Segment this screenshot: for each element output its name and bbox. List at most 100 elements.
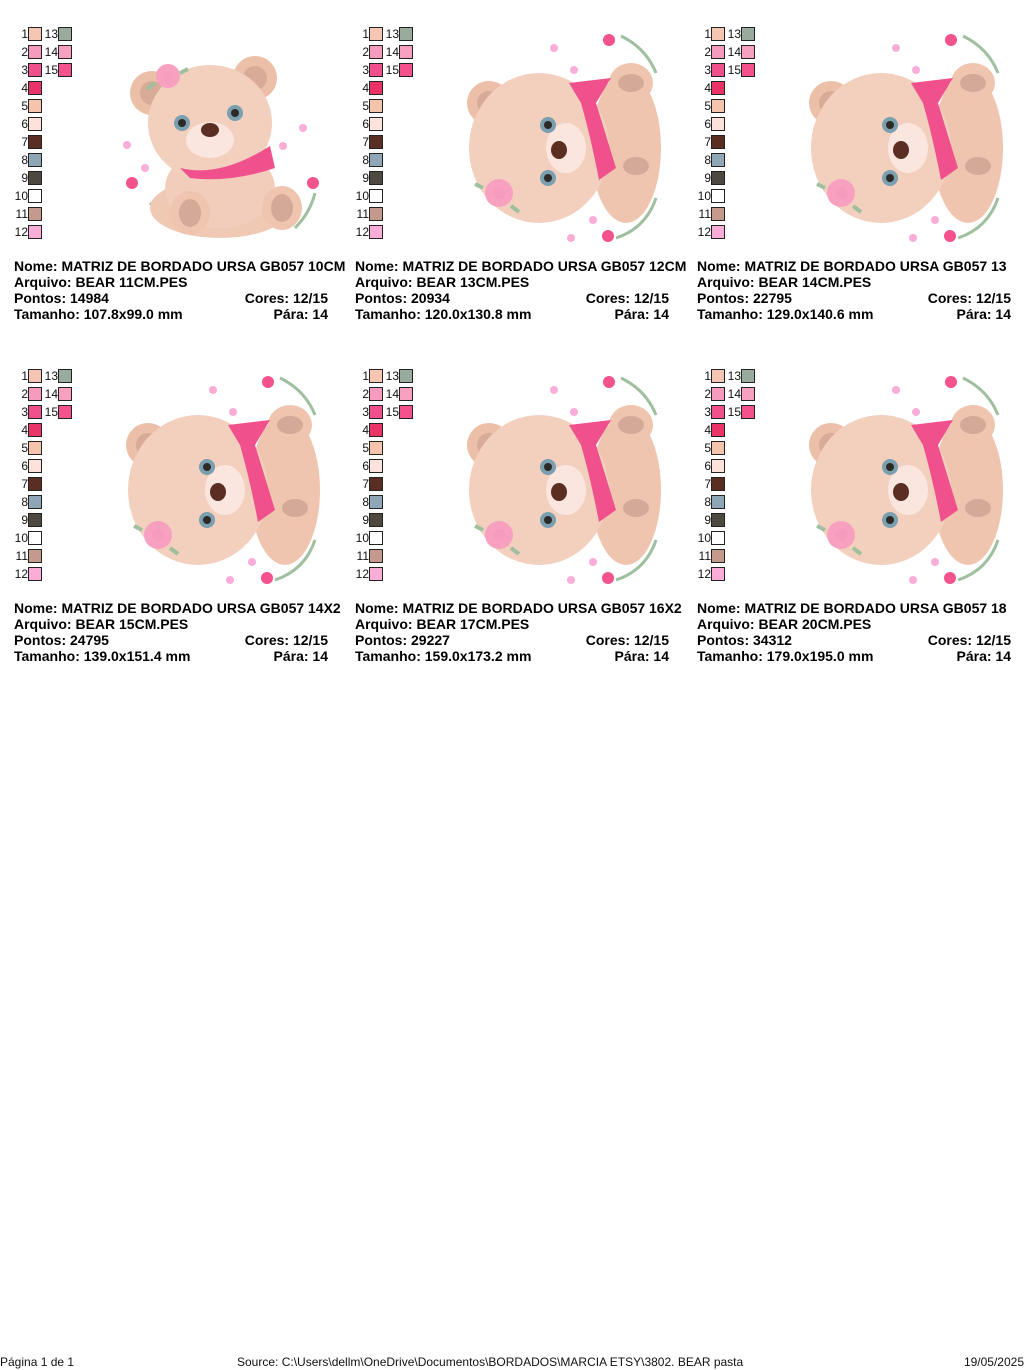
swatch-number: 10 [14,189,28,203]
color-swatch-9: 9 [341,171,383,185]
colors-label: Cores: [585,290,631,306]
swatch-number: 6 [704,117,711,131]
swatch-color [58,387,72,401]
stitches-line: Pontos: 20934 Cores: 12/15 [355,290,685,306]
swatch-number: 10 [355,189,369,203]
page-footer: Página 1 de 1 Source: C:\Users\dellm\One… [0,1355,1024,1369]
swatch-number: 2 [362,387,369,401]
swatch-number: 14 [385,387,399,401]
name-label: Nome: [697,258,741,274]
swatch-color [741,63,755,77]
color-count: 12/15 [292,290,328,306]
swatch-number: 15 [727,63,741,77]
colors-field: Cores: 12/15 [581,632,669,648]
color-swatch-3: 3 [683,63,725,77]
swatch-number: 15 [385,63,399,77]
file-name: BEAR 14CM.PES [758,274,872,290]
name-label: Nome: [355,600,399,616]
size-label: Tamanho: [697,648,763,664]
stitches-label: Pontos: [14,632,67,648]
swatch-color [58,27,72,41]
swatch-color [741,45,755,59]
swatch-number: 9 [21,513,28,527]
swatch-number: 10 [14,531,28,545]
swatch-number: 15 [44,63,58,77]
design-card-1: 1 2 3 4 5 6 7 8 9 10 11 12 13 14 15 Nome: MATRIZ DE BO… [0,0,345,342]
design-size: 179.0x195.0 mm [766,648,874,664]
color-swatch-7: 7 [341,477,383,491]
swatch-number: 2 [704,45,711,59]
swatch-number: 9 [704,171,711,185]
color-swatch-11: 11 [341,549,383,563]
color-swatch-14: 14 [725,45,755,59]
color-swatch-5: 5 [341,99,383,113]
swatch-number: 8 [704,153,711,167]
color-swatch-5: 5 [683,441,725,455]
swatch-number: 3 [21,63,28,77]
stitch-count: 29227 [411,632,450,648]
swatch-color [369,171,383,185]
size-label: Tamanho: [14,306,80,322]
color-swatch-2: 2 [341,45,383,59]
swatch-number: 14 [385,45,399,59]
swatch-color [711,549,725,563]
swatch-color [369,423,383,437]
swatch-color [711,531,725,545]
swatch-number: 4 [362,423,369,437]
color-swatch-9: 9 [341,513,383,527]
colors-label: Cores: [927,290,973,306]
color-swatch-8: 8 [683,153,725,167]
file-label: Arquivo: [697,274,755,290]
stops-label: Pára: [273,306,309,322]
stops-label: Pára: [956,648,992,664]
color-count: 12/15 [975,632,1011,648]
size-line: Tamanho: 120.0x130.8 mm Pára: 14 [355,306,685,322]
swatch-color [28,387,42,401]
swatch-number: 12 [697,567,711,581]
file-line: Arquivo: BEAR 14CM.PES [697,274,1024,290]
design-card-5: 1 2 3 4 5 6 7 8 9 10 11 12 13 14 15 Nome: MATRIZ DE BO… [341,342,682,684]
color-count: 12/15 [633,290,669,306]
swatch-number: 7 [362,477,369,491]
swatch-number: 7 [704,135,711,149]
stitches-label: Pontos: [355,632,408,648]
swatch-number: 13 [385,27,399,41]
stitches-label: Pontos: [355,290,408,306]
stitch-count: 24795 [70,632,109,648]
swatch-color [28,459,42,473]
swatch-color [711,477,725,491]
colors-field: Cores: 12/15 [923,632,1011,648]
swatch-color [369,45,383,59]
design-name: MATRIZ DE BORDADO URSA GB057 10CM [61,258,346,274]
swatch-number: 13 [385,369,399,383]
swatch-color [399,27,413,41]
swatch-color [28,153,42,167]
swatch-number: 1 [704,27,711,41]
swatch-color [28,477,42,491]
file-name: BEAR 15CM.PES [75,616,189,632]
swatch-color [28,405,42,419]
swatch-color [369,549,383,563]
color-swatch-6: 6 [683,459,725,473]
swatch-color [711,189,725,203]
stitches-line: Pontos: 24795 Cores: 12/15 [14,632,344,648]
colors-label: Cores: [244,632,290,648]
swatch-color [28,171,42,185]
color-swatch-10: 10 [683,189,725,203]
size-label: Tamanho: [697,306,763,322]
swatch-number: 10 [697,189,711,203]
swatch-color [741,405,755,419]
color-count: 12/15 [975,290,1011,306]
design-card-2: 1 2 3 4 5 6 7 8 9 10 11 12 13 14 15 Nome: MATRIZ DE BO… [341,0,686,342]
swatch-number: 14 [44,387,58,401]
stitches-line: Pontos: 29227 Cores: 12/15 [355,632,685,648]
swatch-number: 4 [704,81,711,95]
swatch-number: 8 [21,153,28,167]
colors-field: Cores: 12/15 [923,290,1011,306]
swatch-number: 4 [21,81,28,95]
embroidery-preview [793,28,1013,248]
stops-label: Pára: [956,306,992,322]
swatch-color [58,405,72,419]
color-swatch-14: 14 [42,387,72,401]
swatch-color [369,207,383,221]
